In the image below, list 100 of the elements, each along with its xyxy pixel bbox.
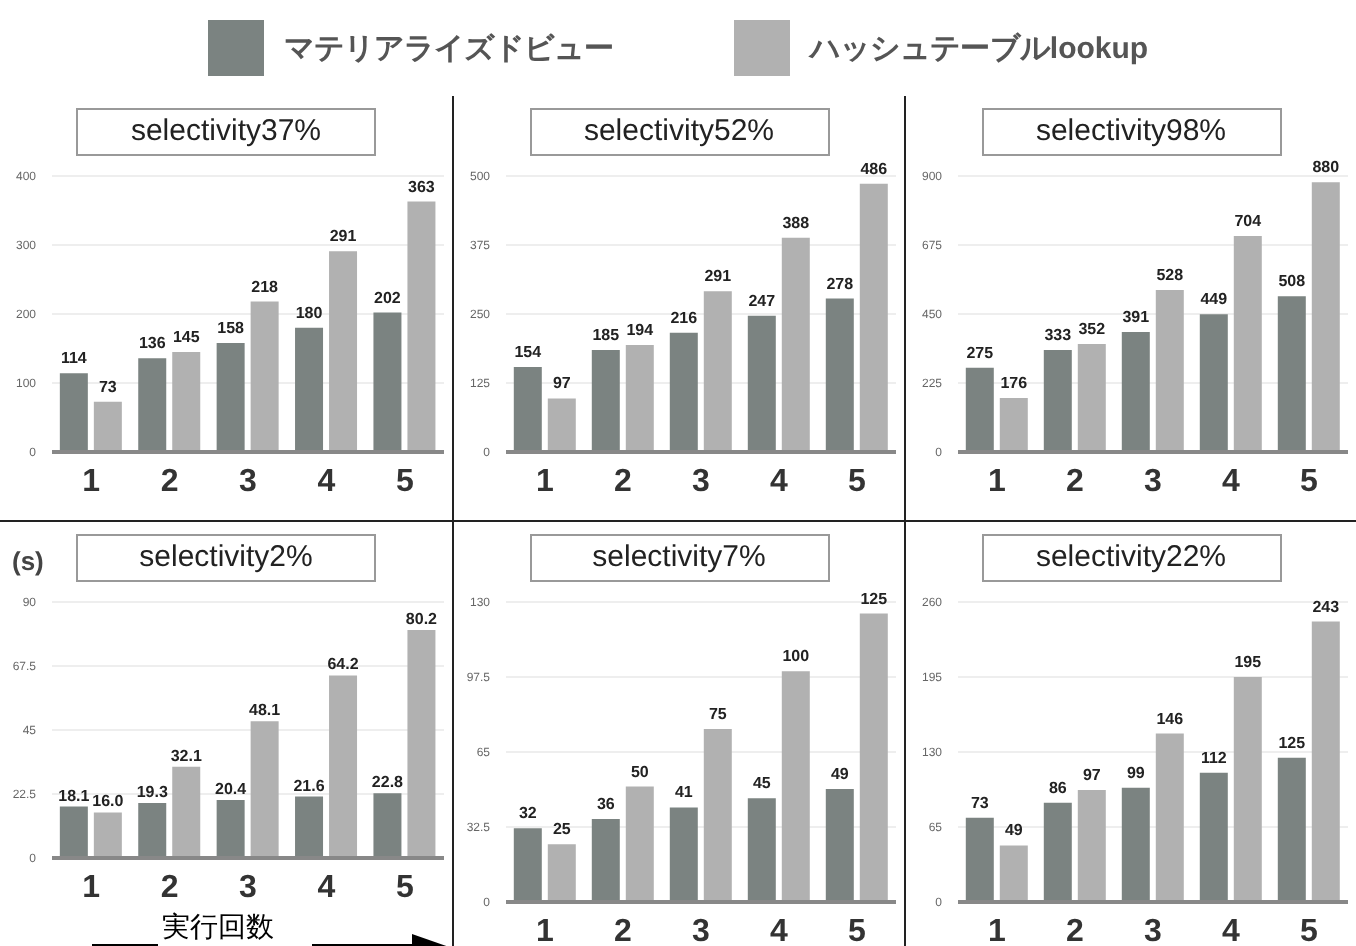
x-tick-label: 5: [1300, 914, 1319, 946]
data-label: 22.8: [371, 773, 405, 792]
data-label: 86: [1048, 778, 1068, 797]
data-label: 32: [518, 804, 538, 823]
data-label: 20.4: [215, 779, 248, 798]
x-tick-label: 3: [239, 464, 258, 499]
data-label: 486: [860, 159, 889, 178]
data-label: 158: [217, 318, 246, 337]
x-tick-label: 4: [1222, 464, 1241, 499]
x-tick-label: 5: [848, 464, 867, 499]
data-label: 391: [1122, 308, 1151, 327]
data-label: 508: [1278, 272, 1307, 291]
data-label: 125: [860, 589, 889, 608]
data-label: 100: [782, 647, 811, 666]
x-tick-label: 1: [82, 464, 101, 499]
x-tick-label: 3: [239, 870, 258, 905]
data-label: 278: [826, 274, 855, 293]
data-label: 49: [830, 764, 850, 783]
data-label: 99: [1126, 763, 1146, 782]
data-label: 16.0: [92, 792, 125, 811]
x-tick-label: 5: [395, 870, 414, 905]
chart-title: selectivity2%: [76, 534, 376, 582]
x-tick-label: 4: [317, 464, 336, 499]
data-label: 202: [374, 288, 402, 307]
data-label: 216: [670, 308, 699, 327]
data-label: 32.1: [170, 746, 203, 765]
data-label: 704: [1234, 212, 1263, 231]
data-label: 333: [1044, 325, 1073, 344]
x-tick-label: 1: [82, 870, 101, 905]
data-label: 80.2: [405, 609, 439, 628]
data-label: 275: [966, 343, 995, 362]
data-label: 114: [60, 349, 88, 368]
data-label: 194: [626, 320, 655, 339]
x-tick-label: 3: [692, 914, 711, 946]
data-label: 50: [630, 762, 650, 781]
data-label: 45: [752, 774, 772, 793]
x-tick-label: 5: [1300, 464, 1319, 499]
data-label: 247: [748, 291, 777, 310]
x-tick-label: 2: [1066, 464, 1085, 499]
y-axis-title: (s): [12, 546, 44, 576]
chart-title: selectivity7%: [529, 534, 829, 582]
data-label: 41: [674, 783, 694, 802]
chart-title: selectivity98%: [981, 108, 1281, 156]
x-tick-label: 2: [614, 914, 633, 946]
data-label: 21.6: [293, 776, 326, 795]
x-tick-label: 2: [160, 870, 179, 905]
data-label: 388: [782, 213, 811, 232]
chart-title: selectivity52%: [529, 108, 829, 156]
data-label: 125: [1278, 733, 1307, 752]
chart-title: selectivity37%: [76, 108, 376, 156]
data-label: 352: [1078, 320, 1107, 339]
data-label: 218: [251, 277, 280, 296]
data-label: 19.3: [136, 783, 169, 802]
x-tick-label: 2: [160, 464, 179, 499]
data-label: 25: [552, 820, 572, 839]
data-label: 880: [1312, 158, 1341, 177]
x-tick-label: 3: [1144, 464, 1163, 499]
x-tick-label: 4: [1222, 914, 1241, 946]
data-label: 528: [1156, 266, 1185, 285]
data-label: 49: [1004, 821, 1024, 840]
x-tick-label: 1: [536, 464, 555, 499]
data-label: 363: [408, 177, 436, 196]
data-label: 97: [1082, 766, 1102, 785]
data-label: 73: [98, 377, 118, 396]
x-tick-label: 4: [317, 870, 336, 905]
legend-label: ハッシュテーブルlookup: [809, 29, 1149, 67]
data-label: 185: [592, 325, 621, 344]
data-label: 64.2: [327, 655, 360, 674]
data-label: 291: [704, 267, 733, 286]
data-label: 75: [708, 704, 728, 723]
data-label: 180: [295, 303, 324, 322]
data-label: 48.1: [249, 701, 282, 720]
x-tick-label: 4: [770, 914, 789, 946]
data-label: 112: [1200, 748, 1228, 767]
data-label: 449: [1200, 290, 1229, 309]
data-label: 291: [329, 227, 358, 246]
x-tick-label: 2: [1066, 914, 1085, 946]
data-label: 136: [138, 334, 167, 353]
chart-title: selectivity22%: [981, 534, 1281, 582]
x-tick-label: 5: [848, 914, 867, 946]
x-tick-label: 1: [988, 464, 1007, 499]
data-label: 18.1: [58, 786, 91, 805]
legend-label: マテリアライズドビュー: [283, 29, 614, 67]
data-label: 36: [596, 794, 616, 813]
x-tick-label: 3: [1144, 914, 1163, 946]
data-label: 195: [1234, 653, 1263, 671]
data-label: 154: [514, 342, 543, 361]
data-label: 73: [970, 793, 990, 812]
x-tick-label: 1: [536, 914, 555, 946]
x-tick-label: 3: [692, 464, 711, 499]
x-axis-title: 実行回数: [158, 910, 278, 946]
data-label: 243: [1312, 597, 1341, 616]
x-tick-label: 1: [988, 914, 1007, 946]
data-label: 145: [172, 327, 201, 346]
data-label: 97: [552, 374, 572, 393]
data-label: 146: [1156, 709, 1185, 728]
data-label: 176: [1000, 374, 1029, 393]
x-tick-label: 2: [614, 464, 633, 499]
x-tick-label: 4: [770, 464, 789, 499]
x-tick-label: 5: [395, 464, 414, 499]
